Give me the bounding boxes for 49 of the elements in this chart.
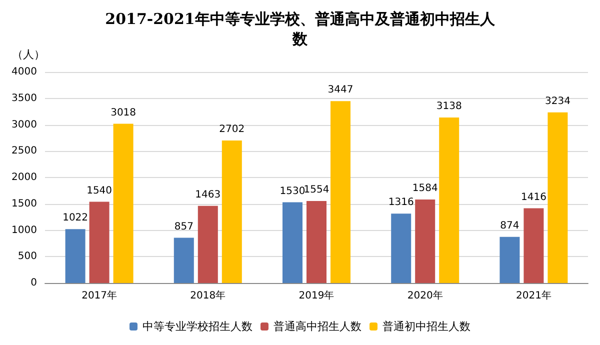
bar <box>330 101 350 283</box>
bar <box>198 206 218 283</box>
legend-label: 中等专业学校招生人数 <box>142 320 252 333</box>
legend-label: 普通高中招生人数 <box>274 320 362 333</box>
data-label: 1530 <box>280 186 306 197</box>
bar <box>500 236 520 283</box>
y-tick-label: 3500 <box>12 92 37 104</box>
chart-title: 2017-2021年中等专业学校、普通高中及普通初中招生人数 <box>105 10 496 48</box>
bar <box>415 199 436 283</box>
y-tick-label: 1500 <box>12 198 37 210</box>
data-label: 1463 <box>195 189 221 200</box>
y-tick-label: 1000 <box>12 224 37 236</box>
x-tick-label: 2019年 <box>298 290 334 302</box>
data-label: 1540 <box>86 185 112 196</box>
bar <box>282 202 302 283</box>
data-label: 1416 <box>520 192 546 203</box>
bar <box>65 229 86 283</box>
bar <box>113 124 134 283</box>
x-tick-label: 2017年 <box>82 290 118 302</box>
data-label: 3018 <box>110 107 136 118</box>
y-tick-label: 2000 <box>12 172 37 183</box>
x-tick-label: 2020年 <box>407 290 443 302</box>
y-tick-label: 500 <box>18 251 37 262</box>
bar <box>439 117 460 283</box>
bar <box>222 140 242 283</box>
data-label: 3138 <box>436 100 462 112</box>
data-label: 2702 <box>219 124 245 135</box>
data-label: 3234 <box>544 96 570 107</box>
y-tick-label: 3000 <box>12 119 37 130</box>
data-label: 1316 <box>388 197 414 208</box>
bar <box>391 214 412 283</box>
data-label: 857 <box>174 221 194 232</box>
x-tick-label: 2021年 <box>516 290 552 302</box>
y-axis-title: （人） <box>12 48 45 61</box>
bar <box>174 238 194 283</box>
data-label: 874 <box>500 220 520 232</box>
bar <box>524 208 544 283</box>
bar <box>306 201 326 283</box>
legend-label: 普通初中招生人数 <box>382 320 470 333</box>
y-tick-label: 2500 <box>12 146 37 157</box>
data-label: 1554 <box>304 184 330 196</box>
data-label: 1022 <box>62 212 88 224</box>
y-tick-label: 0 <box>30 278 37 288</box>
bar <box>548 112 568 283</box>
x-tick-label: 2018年 <box>190 290 226 302</box>
y-tick-label: 4000 <box>12 66 37 78</box>
bar <box>89 202 110 283</box>
data-label: 1584 <box>412 182 438 194</box>
data-label: 3447 <box>328 84 354 96</box>
